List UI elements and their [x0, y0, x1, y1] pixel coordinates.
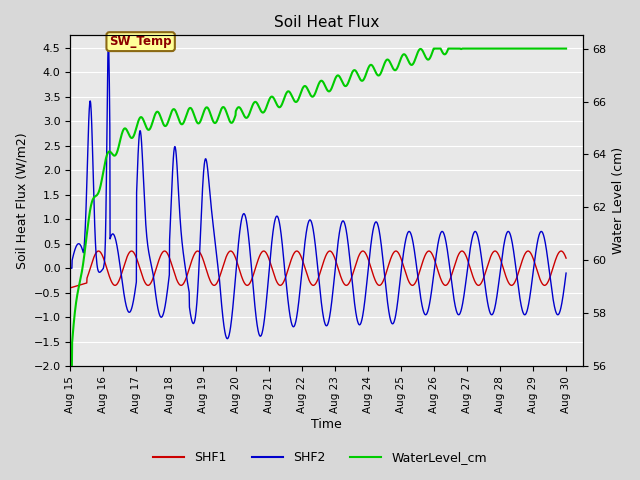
Y-axis label: Soil Heat Flux (W/m2): Soil Heat Flux (W/m2) — [15, 132, 28, 269]
Legend: SHF1, SHF2, WaterLevel_cm: SHF1, SHF2, WaterLevel_cm — [148, 446, 492, 469]
Text: SW_Temp: SW_Temp — [109, 35, 172, 48]
X-axis label: Time: Time — [311, 419, 342, 432]
Title: Soil Heat Flux: Soil Heat Flux — [274, 15, 379, 30]
Y-axis label: Water Level (cm): Water Level (cm) — [612, 147, 625, 254]
